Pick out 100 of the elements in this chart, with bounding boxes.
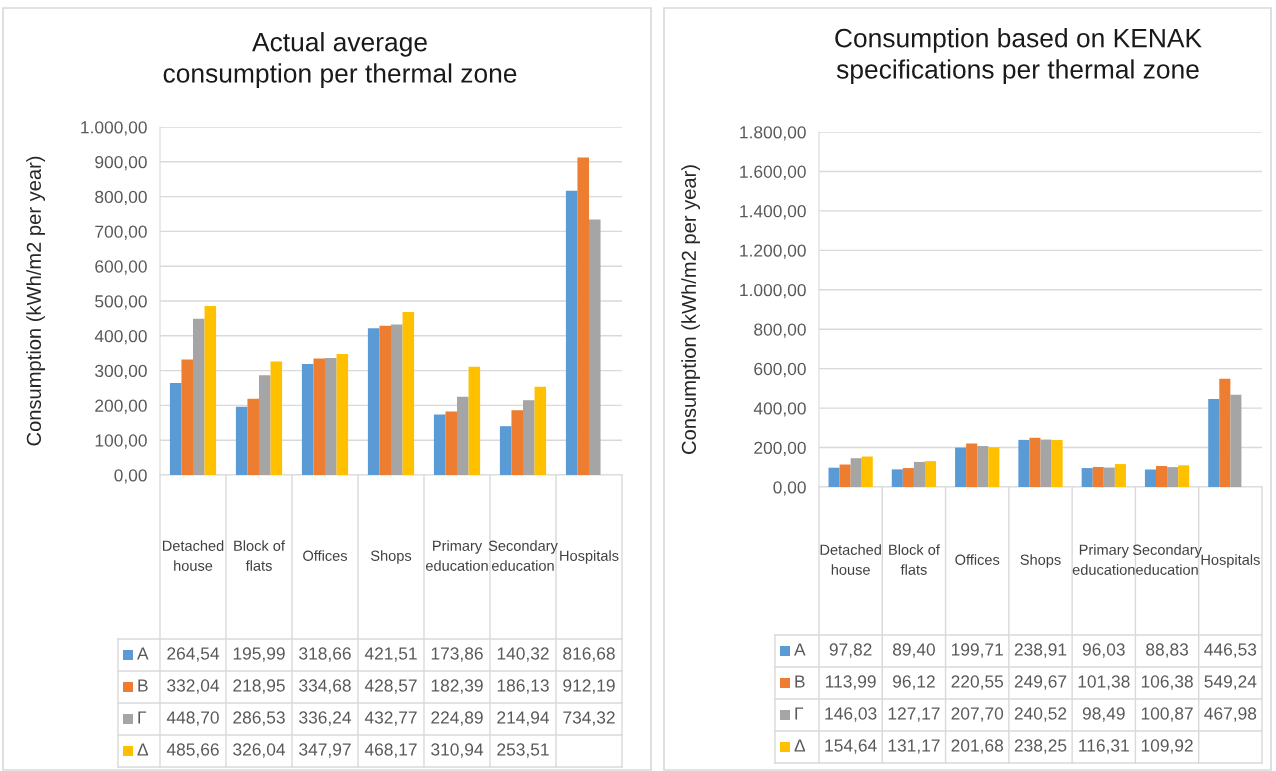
data-label: 238,91 [1014,643,1067,658]
bar [336,353,349,475]
data-label: 428,57 [364,679,417,694]
data-label: 549,24 [1204,675,1257,690]
bar [1051,440,1063,487]
data-label: 310,94 [431,743,484,758]
bar [247,398,259,475]
data-label: 199,71 [951,643,1003,658]
data-label: 421,51 [364,647,417,662]
data-label: 432,77 [364,711,417,726]
bar [367,328,380,475]
data-label: 264,54 [167,647,220,662]
y-tick-label: 1.800,00 [740,126,806,141]
data-label: 186,13 [497,679,549,694]
bar [850,458,862,487]
bar [839,464,851,487]
bar [925,461,937,487]
data-label: 154,64 [825,739,877,754]
bar [913,461,925,487]
data-label: 89,40 [892,643,935,658]
x-tick-label: Detached house [820,544,881,575]
legend-label: Α [794,643,806,656]
bar [1114,464,1126,487]
bar [193,318,205,475]
bar [259,375,271,475]
data-label: 214,94 [497,711,550,726]
x-tick-label: Secondary education [488,540,558,571]
x-tick-label: Primary education [426,540,488,571]
legend-label: Β [138,679,148,692]
bar [1092,467,1104,487]
y-tick-label: 200,00 [95,399,147,414]
chart-title: Consumption based on KENAK specifications per thermal zone [835,28,1202,84]
data-label: 101,38 [1078,675,1130,690]
data-label: 218,95 [233,679,285,694]
data-label: 96,03 [1082,643,1125,658]
data-label: 446,53 [1204,643,1257,658]
data-label: 816,68 [563,647,615,662]
y-tick-label: 700,00 [95,225,147,240]
bar [977,446,989,487]
y-tick-label: 400,00 [94,329,147,345]
bar [433,414,446,475]
x-tick-label: Block of flats [889,544,940,575]
bar [1081,468,1093,487]
data-label: 146,03 [825,707,877,722]
y-tick-label: 800,00 [754,323,806,338]
legend-label: Β [795,675,805,688]
data-label: 734,32 [563,711,615,726]
y-tick-label: 400,00 [753,402,806,417]
data-label: 113,99 [826,675,876,690]
bar [1178,465,1190,487]
bar [589,219,601,475]
bar [1230,394,1242,487]
y-tick-label: 500,00 [95,295,147,310]
bar [988,447,1000,487]
y-tick-label: 1.200,00 [740,244,806,259]
bar [1208,398,1220,487]
data-label: 332,04 [167,679,220,694]
bar [270,361,283,475]
x-tick-label: Detached house [162,540,224,571]
data-label: 253,51 [497,743,549,758]
legend-label: Δ [794,739,806,752]
bar [1167,467,1179,487]
bar [1144,469,1156,487]
data-label: 140,32 [497,647,549,662]
bar [902,468,914,487]
y-tick-label: 300,00 [95,364,147,380]
legend-label: Δ [137,743,149,756]
x-tick-label: Block of flats [234,540,285,571]
data-label: 98,49 [1082,707,1125,722]
data-label: 326,04 [233,743,286,758]
bar [955,447,967,487]
bar [379,325,391,475]
data-label: 249,67 [1014,675,1067,690]
data-label: 238,25 [1014,739,1067,754]
data-label: 88,83 [1146,643,1189,658]
data-label: 109,92 [1141,739,1193,754]
y-tick-label: 800,00 [95,190,147,206]
bar [1219,378,1231,487]
data-label: 485,66 [166,743,219,758]
data-label: 224,89 [431,711,483,726]
legend-label: Γ [795,707,804,720]
x-tick-label: Shops [370,550,412,564]
bar [565,190,578,475]
data-label: 347,97 [299,743,351,758]
bar [577,157,589,475]
bar [313,358,325,475]
y-tick-label: 0,00 [114,469,147,484]
bar [1029,437,1041,487]
bar [1040,439,1052,487]
bar [1103,467,1115,487]
data-label: 96,12 [893,675,935,690]
y-tick-label: 600,00 [754,362,806,378]
bar [861,456,873,487]
y-tick-label: 1.600,00 [740,165,806,180]
bar [966,443,978,487]
bar [169,382,182,475]
bar [1018,439,1030,487]
bar [204,305,217,475]
data-label: 240,52 [1014,707,1067,722]
bar [301,364,314,475]
